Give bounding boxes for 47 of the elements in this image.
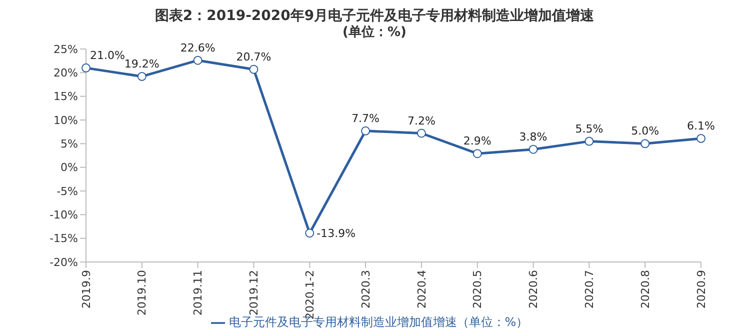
y-tick-label: -20% [50,256,78,269]
data-label: 19.2% [124,57,160,70]
data-label: 3.8% [519,130,548,144]
x-tick-label: 2020.4 [415,270,428,308]
data-label: 20.7% [236,50,272,64]
point [82,63,90,72]
y-tick-label: 5% [60,138,78,151]
x-tick-label: 2020.7 [582,270,596,308]
chart-subtitle: (单位：%) [342,25,408,41]
point [584,136,594,146]
data-label: 5.0% [631,124,660,138]
x-tick-label: 2020.5 [471,270,484,308]
point [193,56,202,65]
point [361,126,370,136]
chart-title: 图表2：2019-2020年9月电子元件及电子专用材料制造业增加值增速 [154,8,596,25]
y-tick-label: -5% [56,184,78,198]
data-label: 21.0% [90,48,125,62]
point [249,64,258,74]
y-tick-label: 0% [60,161,78,174]
point [472,149,482,158]
y-tick-label: 20% [54,66,78,80]
data-label: -13.9% [316,227,356,240]
data-label: 6.1% [687,119,715,132]
x-tick-label: 2020.8 [638,270,652,308]
y-tick-label: 25% [54,42,78,56]
x-tick-label: 2019.12 [248,270,261,316]
data-label: 22.6% [180,41,216,54]
data-label: 5.5% [575,122,604,136]
y-tick-label: -15% [50,232,78,246]
y-tick-label: 10% [54,114,78,127]
x-tick-label: 2020.9 [694,270,708,308]
point [137,72,146,81]
point [305,228,314,238]
y-tick-label: 15% [54,90,78,104]
data-label: 7.7% [352,112,380,125]
x-tick-label: 2019.10 [136,270,149,316]
x-tick-label: 2019.11 [192,270,205,316]
data-label: 2.9% [463,134,492,148]
x-tick-label: 2020.6 [527,270,540,308]
data-label: 7.2% [407,114,436,128]
point [528,144,538,154]
point [696,134,706,143]
y-tick-label: -10% [50,208,78,222]
point [416,128,426,138]
x-tick-label: 2020.3 [359,270,372,308]
point [640,139,650,148]
x-tick-label: 2019.9 [80,270,93,308]
